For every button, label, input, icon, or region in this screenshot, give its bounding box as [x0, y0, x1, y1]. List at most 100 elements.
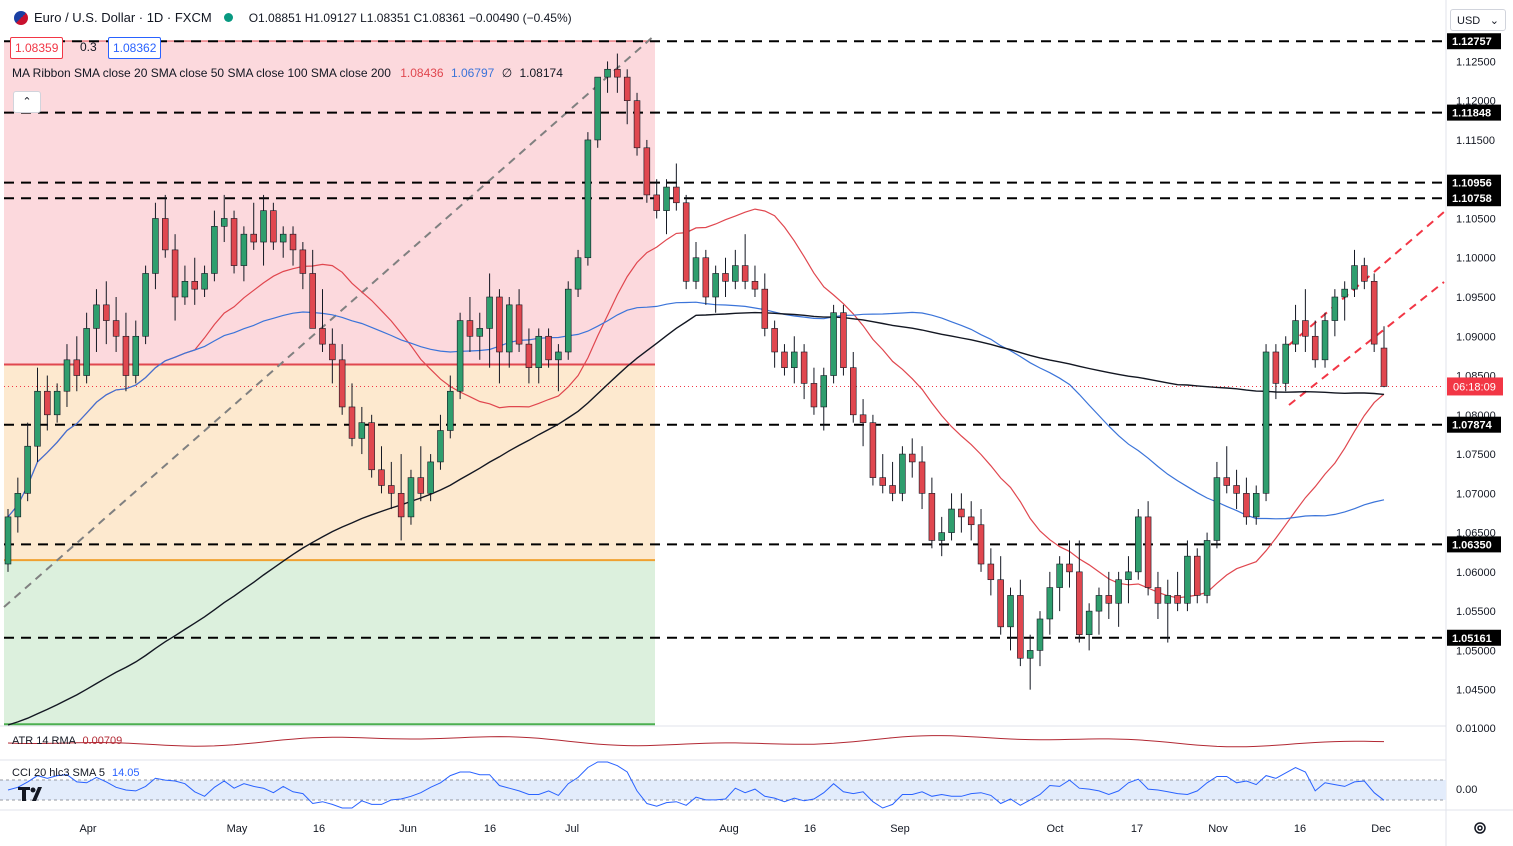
chevron-up-icon: ⌃ — [22, 96, 32, 108]
price-tick-label: 1.05000 — [1456, 645, 1496, 657]
candle-body — [368, 422, 375, 471]
candle-body — [967, 516, 975, 526]
candle-body — [1311, 335, 1319, 361]
candle-body — [1272, 351, 1280, 384]
currency-select[interactable]: USD ⌄ — [1450, 9, 1506, 31]
candle-body — [388, 485, 395, 494]
candle-body — [997, 579, 1004, 628]
candle-body — [112, 320, 120, 337]
collapse-legend-button[interactable]: ⌃ — [13, 91, 41, 113]
candle-body — [702, 257, 710, 298]
candle-body — [211, 226, 218, 274]
time-tick-label: Oct — [1046, 823, 1063, 835]
candle-body — [1370, 280, 1378, 345]
candle-body — [800, 351, 808, 384]
candle-body — [1105, 595, 1113, 604]
candle-body — [63, 359, 71, 392]
level-badge — [1447, 416, 1501, 433]
level-badge — [1447, 536, 1501, 553]
candle-body — [289, 233, 297, 251]
candle-body — [1095, 595, 1103, 612]
flag-icon — [14, 10, 28, 25]
candle-body — [781, 351, 788, 368]
candle-body — [466, 320, 474, 337]
level-badge — [1447, 33, 1501, 50]
atr-line — [7, 735, 1385, 748]
candle-body — [171, 249, 179, 298]
time-tick-label: Aug — [719, 823, 739, 835]
fib-zone-green — [4, 560, 655, 725]
candle-body — [555, 351, 562, 361]
buy-button[interactable]: 1.08362 — [108, 37, 162, 59]
candle-body — [1331, 296, 1339, 321]
channel-lower — [1288, 281, 1445, 406]
candle-body — [34, 390, 41, 447]
price-tick-label: 1.10000 — [1456, 253, 1496, 265]
time-tick-label: May — [227, 823, 248, 835]
candle-body — [1164, 595, 1172, 604]
indicator-panes — [0, 725, 1446, 809]
candle-body — [44, 390, 51, 416]
candle-body — [633, 100, 641, 149]
candle-body — [496, 296, 503, 353]
ma-ribbon-legend[interactable]: MA Ribbon SMA close 20 SMA close 50 SMA … — [12, 66, 563, 80]
price-tick-label: 1.07500 — [1456, 449, 1496, 461]
gear-icon[interactable] — [1472, 820, 1488, 836]
market-status-icon — [223, 13, 233, 22]
level-badge — [1447, 104, 1501, 121]
level-badge-label: 1.07874 — [1452, 420, 1493, 432]
atr-legend[interactable]: ATR 14 RMA 0.00709 — [12, 735, 122, 747]
level-badge — [1447, 190, 1501, 207]
tradingview-logo[interactable] — [18, 784, 48, 802]
price-tick-label: 1.09000 — [1456, 331, 1496, 343]
time-tick-label: 16 — [484, 823, 496, 835]
price-tick-label: 1.12500 — [1456, 56, 1496, 68]
candle-body — [574, 257, 582, 290]
candle-body — [810, 383, 818, 408]
candle-body — [643, 147, 651, 196]
sell-button[interactable]: 1.08359 — [10, 37, 64, 59]
candle-body — [93, 304, 100, 329]
candle-body — [1066, 563, 1073, 573]
candle-body — [653, 194, 660, 211]
candle-body — [1154, 587, 1162, 604]
sma200-line — [7, 311, 1385, 726]
candle-body — [791, 351, 798, 368]
time-tick-label: 17 — [1131, 823, 1143, 835]
candle-body — [623, 76, 631, 101]
fib-zone-orange — [4, 364, 655, 561]
candlestick-series — [4, 53, 1388, 690]
candle-body — [879, 477, 886, 486]
candle-body — [1017, 595, 1024, 659]
candle-body — [407, 477, 415, 518]
candle-body — [1115, 579, 1122, 604]
sma50-line — [7, 301, 1385, 520]
candle-body — [338, 359, 346, 408]
candle-body — [270, 210, 277, 243]
candle-body — [712, 273, 719, 298]
candle-body — [506, 304, 513, 353]
time-tick-label: Dec — [1371, 823, 1391, 835]
symbol-title[interactable]: Euro / U.S. Dollar · 1D · FXCM — [34, 10, 212, 25]
fibonacci-zones — [3, 34, 656, 726]
cci-legend[interactable]: CCI 20 hlc3 SMA 5 14.05 — [12, 767, 140, 779]
time-axis: Apr May 16 Jun 16 Jul Aug 16 Sep Oct 17 Nov 16 Dec — [0, 809, 1513, 835]
candle-body — [220, 218, 228, 227]
candle-body — [722, 273, 729, 282]
candle-body — [663, 186, 670, 211]
candle-body — [122, 335, 130, 376]
cci-band — [0, 780, 1446, 800]
candle-body — [152, 218, 159, 274]
candle-body — [535, 335, 542, 368]
candle-body — [1046, 587, 1054, 620]
candle-body — [1262, 351, 1270, 494]
time-tick-label: 16 — [1294, 823, 1306, 835]
candle-body — [329, 343, 336, 361]
candle-body — [948, 508, 955, 533]
price-tick-label: 1.06000 — [1456, 567, 1496, 579]
candle-body — [869, 422, 877, 478]
candle-body — [476, 328, 484, 337]
candle-body — [938, 532, 945, 541]
candle-body — [1292, 320, 1299, 345]
